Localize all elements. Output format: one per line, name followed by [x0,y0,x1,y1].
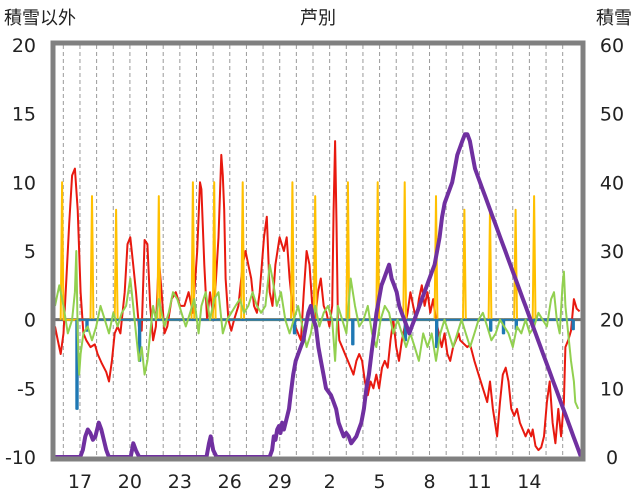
left-tick-label: 10 [12,172,36,194]
x-tick-label: 2 [324,471,336,493]
left-tick-label: 15 [12,104,36,126]
left-tick-label: -5 [17,378,36,400]
series-line-2 [75,318,575,410]
x-tick-label: 29 [268,471,292,493]
x-tick-label: 11 [467,471,491,493]
right-axis-label: 積雪 [596,8,632,29]
x-tick-label: 17 [68,471,92,493]
left-axis-label: 積雪以外 [4,8,76,29]
x-tick-label: 5 [374,471,386,493]
left-tick-label: 20 [12,35,36,57]
right-tick-label: 40 [600,172,624,194]
chart-title: 芦別 [300,8,336,29]
x-axis-ticks: 17 20 23 26 29 2 5 8 11 14 [68,471,542,493]
x-tick-label: 8 [423,471,435,493]
left-tick-label: 5 [24,241,36,263]
right-tick-label: 50 [600,104,624,126]
right-tick-label: 60 [600,35,624,57]
x-tick-label: 26 [218,471,242,493]
plot-frame [50,40,586,462]
x-tick-label: 14 [517,471,541,493]
right-tick-label: 10 [600,378,624,400]
series-line-4 [55,132,583,459]
x-tick-label: 23 [168,471,192,493]
right-tick-label: 20 [600,310,624,332]
left-tick-label: 0 [24,310,36,332]
left-tick-label: -10 [5,447,36,469]
x-tick-label: 20 [118,471,142,493]
vertical-gridlines [62,45,564,457]
right-tick-label: 30 [600,241,624,263]
series-group [54,132,583,459]
right-axis-ticks: 0 10 20 30 40 50 60 [600,35,624,469]
series-line-3 [54,250,580,410]
right-tick-label: 0 [606,447,618,469]
left-axis-ticks: -10 -5 0 5 10 15 20 [5,35,36,469]
